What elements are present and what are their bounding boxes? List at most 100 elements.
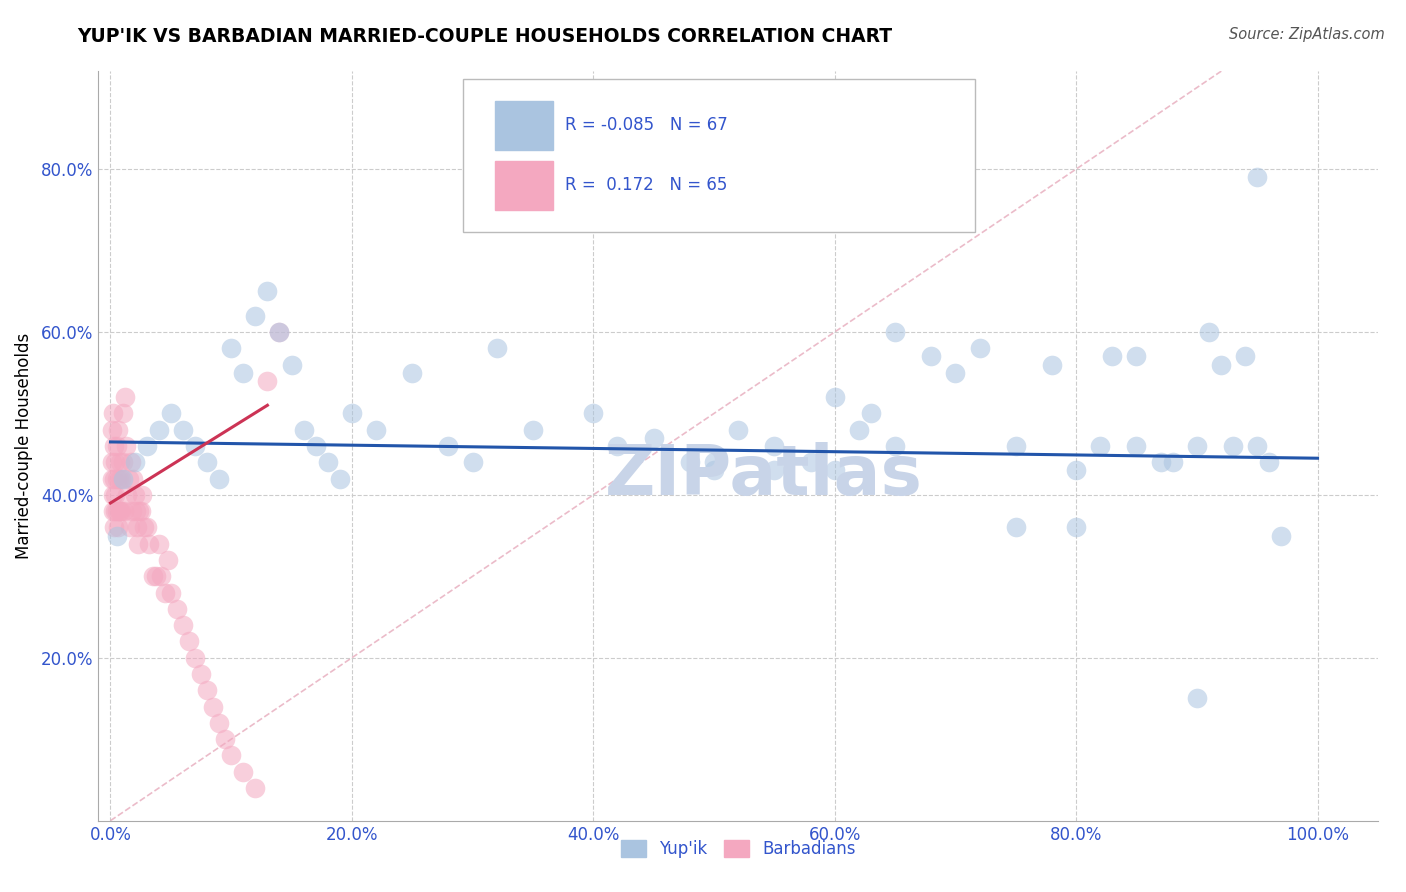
Point [1040, 358, 1063, 372]
Point [104, 455, 127, 469]
Point [485, 341, 508, 355]
Point [1209, 358, 1232, 372]
Point [1101, 350, 1123, 364]
Point [920, 350, 942, 364]
Point [117, 472, 139, 486]
Point [305, 439, 328, 453]
Point [134, 520, 156, 534]
Point [232, 764, 254, 779]
Point [122, 472, 145, 486]
Point [643, 431, 665, 445]
Point [703, 463, 725, 477]
Point [184, 439, 207, 453]
Point [1185, 439, 1208, 453]
Point [108, 504, 131, 518]
Point [1185, 691, 1208, 706]
Point [1004, 520, 1026, 534]
Point [364, 423, 387, 437]
Point [105, 472, 128, 486]
Point [108, 472, 131, 486]
Point [125, 504, 148, 518]
Point [135, 439, 157, 453]
Point [340, 406, 363, 420]
Point [800, 455, 823, 469]
Point [177, 634, 200, 648]
Point [202, 699, 225, 714]
Point [104, 488, 127, 502]
Point [114, 390, 136, 404]
Point [1064, 463, 1087, 477]
Point [1149, 455, 1171, 469]
Point [103, 520, 125, 534]
Point [104, 504, 127, 518]
Point [727, 423, 749, 437]
Point [108, 504, 131, 518]
Point [110, 472, 132, 486]
Point [129, 504, 152, 518]
Point [157, 553, 180, 567]
Point [1125, 439, 1147, 453]
Point [256, 374, 278, 388]
Point [401, 366, 423, 380]
Point [172, 423, 194, 437]
Point [859, 406, 882, 420]
Point [1064, 520, 1087, 534]
Text: Source: ZipAtlas.com: Source: ZipAtlas.com [1229, 27, 1385, 42]
Point [110, 504, 132, 518]
Point [1198, 325, 1220, 339]
Point [763, 463, 786, 477]
Point [1161, 455, 1184, 469]
Point [148, 537, 170, 551]
Point [1246, 170, 1268, 185]
Point [256, 285, 278, 299]
Point [195, 683, 218, 698]
Point [125, 520, 148, 534]
Point [160, 406, 183, 420]
Text: R = -0.085   N = 67: R = -0.085 N = 67 [565, 116, 728, 135]
Point [111, 406, 134, 420]
Point [101, 488, 124, 502]
Point [437, 439, 460, 453]
Point [150, 569, 173, 583]
Point [219, 341, 242, 355]
Point [127, 537, 149, 551]
Point [105, 504, 128, 518]
Point [190, 667, 212, 681]
Point [1125, 350, 1147, 364]
Point [945, 366, 967, 380]
Legend: Yup'ik, Barbadians: Yup'ik, Barbadians [614, 833, 862, 864]
Point [679, 455, 702, 469]
Point [1222, 439, 1244, 453]
Point [245, 309, 267, 323]
Point [184, 650, 207, 665]
Point [153, 585, 176, 599]
Point [135, 520, 157, 534]
Point [128, 504, 150, 518]
Point [245, 780, 267, 795]
Point [107, 520, 129, 534]
Point [131, 488, 153, 502]
Point [703, 455, 725, 469]
Text: YUP'IK VS BARBADIAN MARRIED-COUPLE HOUSEHOLDS CORRELATION CHART: YUP'IK VS BARBADIAN MARRIED-COUPLE HOUSE… [77, 27, 893, 45]
Point [124, 488, 146, 502]
Point [208, 472, 231, 486]
Point [112, 504, 135, 518]
Point [232, 366, 254, 380]
Text: ZIPatlas: ZIPatlas [605, 442, 922, 509]
Point [1004, 439, 1026, 453]
Point [101, 504, 124, 518]
Point [111, 455, 134, 469]
Point [884, 439, 907, 453]
Point [969, 341, 991, 355]
Point [105, 439, 128, 453]
Point [219, 748, 242, 763]
Point [160, 585, 183, 599]
Point [138, 537, 160, 551]
Point [100, 455, 122, 469]
Point [121, 504, 143, 518]
Bar [495, 161, 553, 210]
Point [214, 732, 236, 747]
Point [461, 455, 484, 469]
Point [269, 325, 291, 339]
Point [145, 569, 167, 583]
